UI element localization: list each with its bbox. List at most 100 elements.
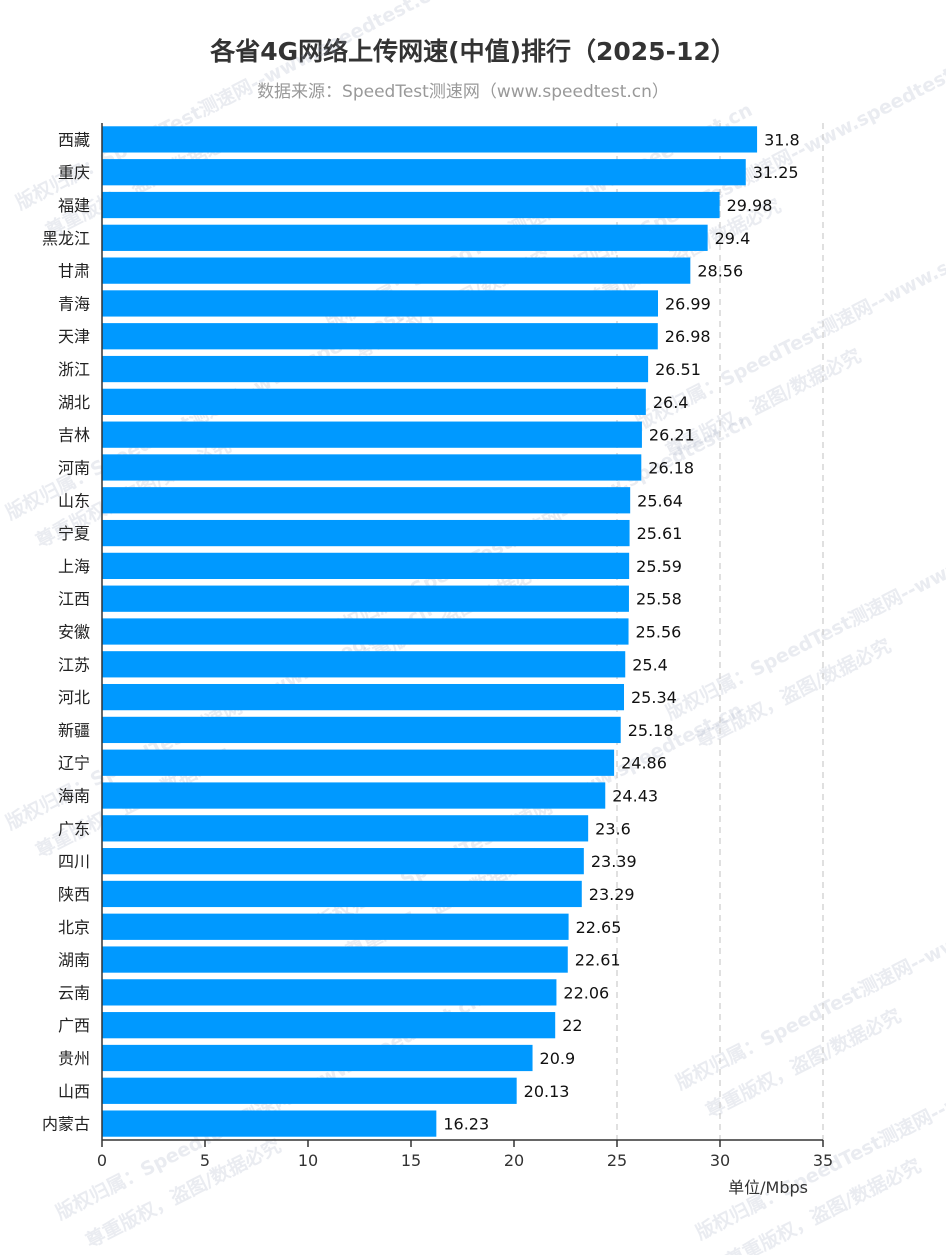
- bar: [102, 1110, 437, 1137]
- value-label: 23.39: [591, 852, 637, 871]
- bar: [102, 979, 557, 1006]
- x-tick-label: 30: [710, 1151, 730, 1170]
- value-label: 20.13: [524, 1082, 570, 1101]
- category-label: 江西: [58, 590, 90, 609]
- category-label: 辽宁: [58, 754, 90, 773]
- category-label: 湖北: [58, 393, 90, 412]
- bar: [102, 454, 642, 481]
- value-label: 20.9: [540, 1049, 576, 1068]
- category-label: 新疆: [58, 721, 90, 740]
- bar: [102, 290, 658, 317]
- category-label: 黑龙江: [42, 229, 90, 248]
- bar: [102, 519, 630, 547]
- bars: [102, 126, 758, 1137]
- value-label: 25.18: [628, 721, 674, 740]
- bar: [102, 487, 631, 514]
- category-label: 上海: [58, 557, 90, 576]
- value-label: 29.98: [727, 196, 773, 215]
- value-label: 25.59: [636, 557, 682, 576]
- bar: [102, 1044, 533, 1072]
- value-label: 25.4: [632, 655, 668, 674]
- value-label: 24.43: [612, 787, 658, 806]
- category-label: 内蒙古: [42, 1115, 90, 1134]
- value-label: 23.6: [595, 819, 631, 838]
- bar: [102, 224, 708, 251]
- bar: [102, 1012, 556, 1039]
- value-labels: 31.8 31.25 29.98 29.4 28.56 26.99 26.98 26.51 26…: [443, 130, 799, 1133]
- category-label: 贵州: [58, 1049, 90, 1068]
- x-tick-label: 15: [401, 1151, 421, 1170]
- category-label: 河南: [58, 458, 90, 477]
- x-tick-label: 25: [607, 1151, 627, 1170]
- category-label: 北京: [58, 918, 90, 937]
- value-label: 25.58: [636, 590, 682, 609]
- x-axis-label: 单位/Mbps: [728, 1178, 808, 1197]
- category-label: 陕西: [58, 885, 90, 904]
- value-label: 22.06: [563, 983, 609, 1002]
- category-label: 天津: [58, 327, 90, 346]
- x-tick-label: 20: [504, 1151, 524, 1170]
- category-label: 甘肃: [58, 262, 90, 281]
- value-label: 16.23: [443, 1115, 489, 1134]
- category-label: 江苏: [58, 655, 90, 674]
- chart-title: 各省4G网络上传网速(中值)排行（2025-12）: [210, 37, 736, 66]
- value-label: 22.61: [575, 951, 621, 970]
- category-label: 重庆: [58, 163, 90, 182]
- category-label: 山西: [58, 1082, 90, 1101]
- bar: [102, 191, 720, 219]
- x-tick-label: 35: [813, 1151, 833, 1170]
- value-label: 31.8: [764, 130, 800, 149]
- category-label: 西藏: [58, 130, 90, 149]
- bar: [102, 683, 625, 711]
- bar: [102, 848, 584, 875]
- bar: [102, 552, 630, 580]
- category-label: 青海: [58, 294, 90, 313]
- category-label: 四川: [58, 852, 90, 871]
- bar: [102, 880, 582, 908]
- x-tick-label: 5: [200, 1151, 210, 1170]
- bar: [102, 651, 626, 678]
- value-label: 25.61: [637, 524, 683, 543]
- x-tick-label: 10: [298, 1151, 318, 1170]
- bar: [102, 946, 568, 973]
- bar: [102, 159, 746, 186]
- category-label: 山东: [58, 491, 90, 510]
- category-label: 广东: [58, 819, 90, 838]
- category-label: 浙江: [58, 360, 90, 379]
- category-label: 广西: [58, 1016, 90, 1035]
- bar: [102, 782, 606, 809]
- category-labels: 西藏重庆福建黑龙江甘肃青海天津浙江湖北吉林河南山东宁夏上海江西安徽江苏河北新疆辽…: [42, 130, 90, 1133]
- bar: [102, 388, 646, 415]
- category-label: 湖南: [58, 951, 90, 970]
- value-label: 24.86: [621, 754, 667, 773]
- value-label: 22: [562, 1016, 582, 1035]
- category-label: 河北: [58, 688, 90, 707]
- bar: [102, 618, 629, 645]
- category-label: 宁夏: [58, 524, 90, 543]
- value-label: 25.56: [636, 623, 682, 642]
- value-label: 26.99: [665, 294, 711, 313]
- x-axis: 0 5 10 15 20 25 30 35 单位/Mbps: [97, 123, 833, 1197]
- bar: [102, 1077, 517, 1104]
- value-label: 26.51: [655, 360, 701, 379]
- bar: [102, 716, 621, 744]
- value-label: 23.29: [589, 885, 635, 904]
- value-label: 31.25: [753, 163, 799, 182]
- value-label: 22.65: [576, 918, 622, 937]
- x-tick-label: 0: [97, 1151, 107, 1170]
- bar: [102, 355, 649, 383]
- value-label: 29.4: [715, 229, 751, 248]
- category-label: 海南: [58, 787, 90, 806]
- bar: [102, 421, 642, 448]
- bar: [102, 913, 569, 940]
- value-label: 28.56: [697, 262, 743, 281]
- value-label: 26.98: [665, 327, 711, 346]
- category-label: 吉林: [58, 426, 90, 445]
- bar: [102, 323, 658, 350]
- bar: [102, 585, 629, 612]
- bar: [102, 749, 615, 776]
- value-label: 26.21: [649, 426, 695, 445]
- value-label: 26.18: [648, 458, 694, 477]
- value-label: 25.64: [637, 491, 683, 510]
